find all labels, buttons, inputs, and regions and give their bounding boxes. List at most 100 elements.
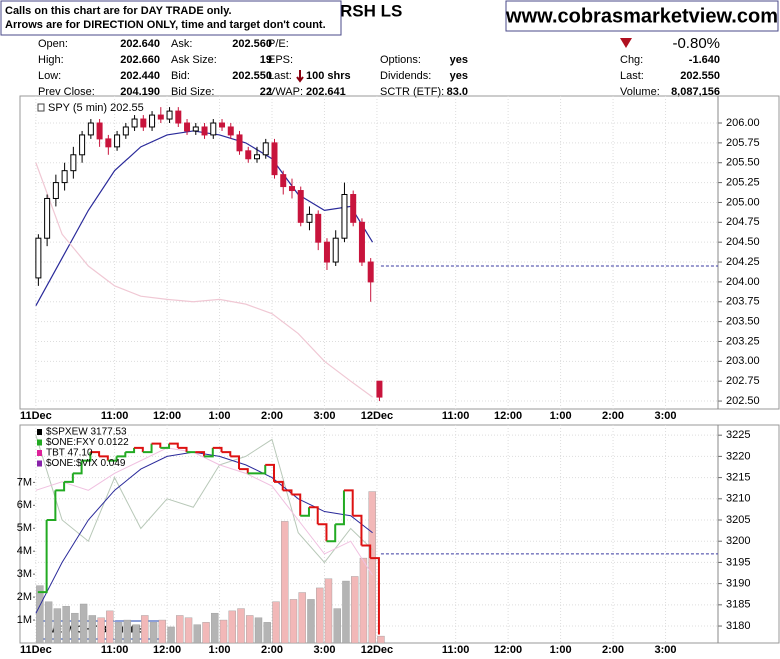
candle-body xyxy=(262,142,269,156)
note: WE MIGHT BE HERE. xyxy=(46,625,147,636)
disclaimer: Arrows are for DIRECTION ONLY, time and … xyxy=(5,19,326,31)
volume-bar xyxy=(62,606,70,644)
legend: $ONE:$VIX 0.049 xyxy=(46,458,126,469)
change-pct: -0.80% xyxy=(672,35,720,52)
candle-body xyxy=(367,261,374,283)
y-tick-label: 205.75 xyxy=(726,137,760,149)
price-step xyxy=(72,460,83,475)
y-tick-label: 203.25 xyxy=(726,335,760,347)
candle-body xyxy=(280,174,287,188)
x-tick-label: 12Dec xyxy=(361,644,393,656)
x-tick-label: 11:00 xyxy=(442,410,470,422)
site: www.cobrasmarketview.com xyxy=(505,5,778,27)
candle-body xyxy=(149,114,156,128)
price-step xyxy=(212,446,223,453)
volume-bar xyxy=(184,617,193,644)
volume-bar xyxy=(219,619,228,644)
stat-label: P/E: xyxy=(268,38,289,50)
y-tick-label: 202.50 xyxy=(726,395,760,407)
candle-body xyxy=(44,197,51,239)
volume-bar xyxy=(158,619,167,644)
x-tick-label: 11:00 xyxy=(442,644,470,656)
x-tick-label: 2:00 xyxy=(602,644,624,656)
legend-swatch xyxy=(37,439,42,446)
stat-label: Low: xyxy=(38,70,61,82)
candle-body xyxy=(376,380,383,398)
moving-average xyxy=(35,162,373,398)
x-tick-label: 11:00 xyxy=(101,410,129,422)
candle-body xyxy=(306,213,313,223)
x-tick-label: 12:00 xyxy=(153,410,181,422)
candle-body xyxy=(35,237,42,279)
x-tick-label: 3:00 xyxy=(655,644,677,656)
price-step xyxy=(291,493,302,516)
disclaimer: Calls on this chart are for DAY TRADE on… xyxy=(5,5,232,17)
stat-value: 204.190 xyxy=(120,86,160,98)
volume-bar xyxy=(36,585,44,644)
x-tick-label: 12:00 xyxy=(494,644,522,656)
price-step xyxy=(125,447,136,454)
price-step xyxy=(151,442,162,448)
volume-bar xyxy=(272,601,280,644)
candle-body xyxy=(131,118,138,128)
volume-bar xyxy=(228,610,236,644)
x-tick-label: 12:00 xyxy=(494,410,522,422)
volume-bar xyxy=(342,580,350,644)
price-step xyxy=(99,455,109,461)
volume-bar xyxy=(377,635,385,644)
stat-value: 202.640 xyxy=(120,38,160,50)
legend: $ONE:FXY 0.0122 xyxy=(46,437,129,448)
price-step xyxy=(37,520,48,594)
stat-label: Prev Close: xyxy=(38,86,95,98)
volume-bar xyxy=(254,617,263,644)
last-arrow xyxy=(296,70,304,83)
volume-bar xyxy=(237,608,245,644)
volume-tick-label: 3M xyxy=(17,568,32,580)
y-tick-label: 204.75 xyxy=(726,216,760,228)
candle-body xyxy=(70,154,77,172)
price-step xyxy=(64,473,74,483)
y-tick-label: 3195 xyxy=(726,556,750,568)
candle-body xyxy=(323,241,330,263)
volume-bar xyxy=(88,615,97,644)
stat-value: 202.440 xyxy=(120,70,160,82)
candle-body xyxy=(122,126,129,136)
stat-value: 202.660 xyxy=(120,54,160,66)
x-tick-label: 3:00 xyxy=(313,644,335,656)
x-tick-label: 1:00 xyxy=(550,410,572,422)
volume-bar xyxy=(149,622,158,644)
symbol: RSH LS xyxy=(340,1,402,20)
volume-bar xyxy=(53,608,62,644)
y-tick-label: 203.75 xyxy=(726,296,760,308)
candle-body xyxy=(227,126,234,136)
volume-tick-label: 4M xyxy=(17,545,32,557)
price-step xyxy=(361,544,372,559)
y-tick-label: 3210 xyxy=(726,493,750,505)
price-step xyxy=(116,452,127,458)
candle-body xyxy=(105,138,112,148)
volume-bar xyxy=(71,612,79,644)
x-tick-label: 3:00 xyxy=(313,410,335,422)
price-step xyxy=(230,455,241,470)
y-tick-label: 204.50 xyxy=(726,236,760,248)
volume-bar xyxy=(132,624,140,644)
volume-bar xyxy=(307,599,315,644)
disclaimer-box xyxy=(0,0,342,36)
stat-label: Ask Size: xyxy=(171,54,217,66)
stat-label: High: xyxy=(38,54,64,66)
candle-body xyxy=(210,122,217,136)
y-tick-label: 202.75 xyxy=(726,375,760,387)
down-arrow xyxy=(620,38,632,48)
x-tick-label: 11Dec xyxy=(20,644,52,656)
volume-bar xyxy=(211,612,219,644)
stat-label: Last: xyxy=(620,70,644,82)
y-tick-label: 3200 xyxy=(726,535,750,547)
candle-body xyxy=(61,170,68,184)
candle-body xyxy=(254,154,261,160)
candle-body xyxy=(114,134,121,148)
x-tick-label: 1:00 xyxy=(550,644,572,656)
legend-swatch xyxy=(37,450,42,456)
candle-body xyxy=(192,126,199,132)
candle-body xyxy=(184,122,191,132)
